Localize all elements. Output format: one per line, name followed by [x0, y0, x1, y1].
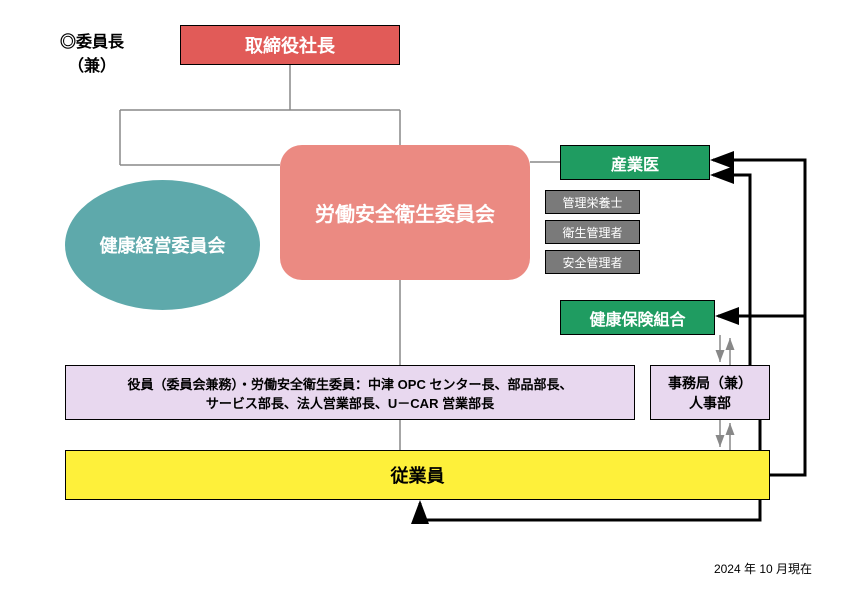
health-insurance-box: 健康保険組合 — [560, 300, 715, 335]
date-note: 2024 年 10 月現在 — [714, 560, 812, 577]
health-committee-ellipse: 健康経営委員会 — [65, 180, 260, 310]
employees-box: 従業員 — [65, 450, 770, 500]
safety-manager-box: 安全管理者 — [545, 250, 640, 274]
hygiene-manager-box: 衛生管理者 — [545, 220, 640, 244]
employees-text: 従業員 — [391, 462, 445, 488]
safety-manager-text: 安全管理者 — [562, 254, 622, 271]
industrial-doctor-box: 産業医 — [560, 145, 710, 180]
health-insurance-text: 健康保険組合 — [589, 306, 685, 330]
hygiene-manager-text: 衛生管理者 — [562, 224, 622, 241]
nutritionist-text: 管理栄養士 — [562, 194, 622, 211]
officers-box: 役員（委員会兼務）・労働安全衛生委員：中津 OPC センター長、部品部長、 サー… — [65, 365, 635, 420]
secretariat-box: 事務局（兼） 人事部 — [650, 365, 770, 420]
officers-text: 役員（委員会兼務）・労働安全衛生委員：中津 OPC センター長、部品部長、 サー… — [128, 374, 573, 412]
safety-committee-text: 労働安全衛生委員会 — [315, 198, 495, 227]
safety-committee-box: 労働安全衛生委員会 — [280, 145, 530, 280]
industrial-doctor-text: 産業医 — [611, 151, 659, 175]
health-committee-text: 健康経営委員会 — [100, 232, 226, 258]
president-box: 取締役社長 — [180, 25, 400, 65]
chairman-label: ◎委員長 （兼） — [60, 28, 124, 76]
secretariat-text: 事務局（兼） 人事部 — [668, 373, 752, 413]
president-text: 取締役社長 — [245, 32, 335, 58]
nutritionist-box: 管理栄養士 — [545, 190, 640, 214]
